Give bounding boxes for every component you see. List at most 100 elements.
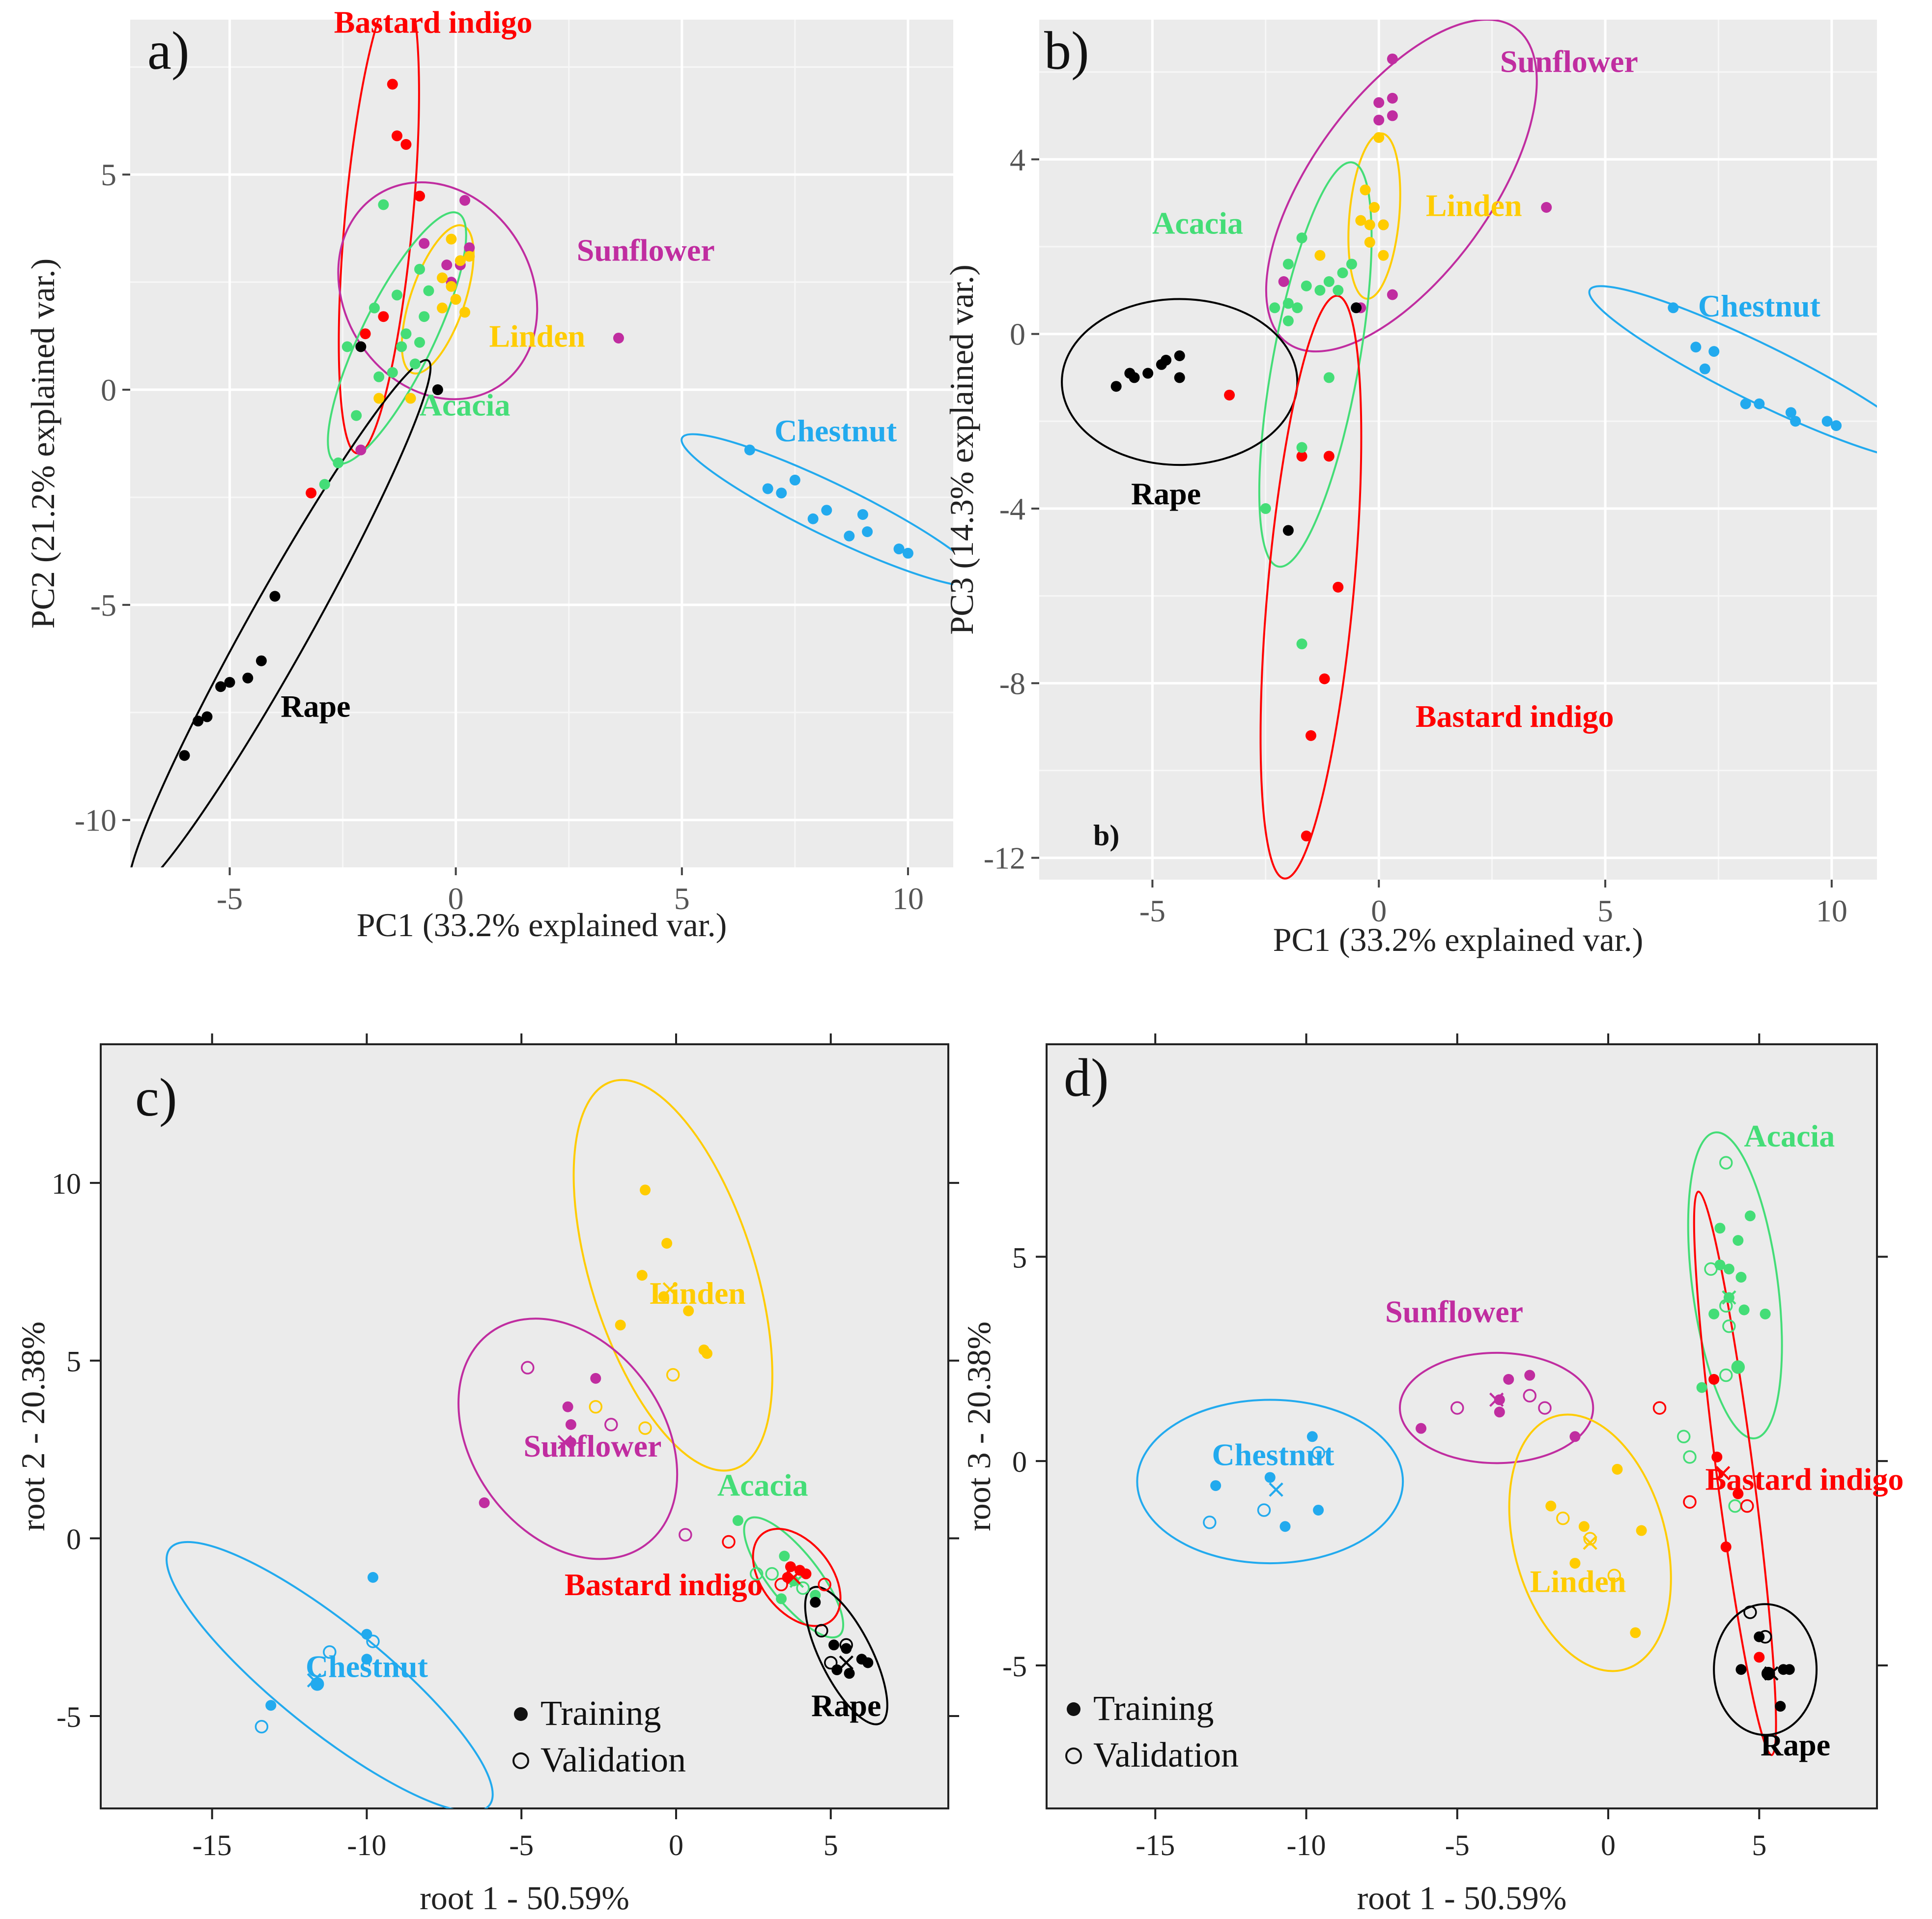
panel-a-point-acacia [378,199,389,210]
panel-d-training-point-linden [1569,1558,1581,1569]
panel-a-point-bastard-indigo [378,311,389,322]
panel-b-ellipse-sunflower [1265,20,1538,353]
panel-a-x-tick-label: 10 [892,881,924,916]
panel-d-validation-point-acacia [1704,1262,1718,1276]
panel-c-training-point-sunflower [565,1419,576,1430]
panel-b-point-chestnut [1754,398,1765,409]
panel-d-y-tick-label: -5 [1002,1650,1027,1683]
panel-b-inner-panel-letter: b) [1093,819,1119,852]
panel-b-point-sunflower [1541,201,1552,213]
panel-d-validation-point-chestnut [1203,1516,1217,1529]
panel-b-point-linden [1378,250,1389,261]
panel-d-group-label-acacia: Acacia [1744,1118,1835,1153]
panel-d-x-tick-label: 5 [1752,1829,1766,1862]
panel-b-ellipse-rape [1061,298,1299,466]
panel-c-training-point-linden [661,1238,673,1249]
panel-d-validation-point-bastard-indigo [1740,1499,1754,1513]
panel-d-x-axis-label: root 1 - 50.59% [1357,1879,1567,1917]
panel-d-ellipse-linden [1508,1413,1672,1672]
panel-a-point-sunflower [355,444,367,456]
panel-d-centroid-rape: × [1761,1659,1782,1688]
panel-d-x-tick-label: -5 [1445,1829,1470,1862]
panel-a-point-chestnut [902,547,913,559]
panel-b-point-chestnut [1821,416,1833,427]
panel-a-point-rape [201,711,213,722]
panel-c-validation-point-bastard-indigo [818,1577,831,1592]
panel-c-ellipse-rape [804,1586,888,1725]
panel-d-training-point-bastard-indigo [1733,1488,1744,1499]
panel-a-y-tick-label: 0 [101,372,116,407]
panel-c-validation-point-bastard-indigo [722,1535,736,1549]
panel-a-point-chestnut [821,505,832,516]
panel-b-point-chestnut [1831,420,1842,431]
panel-c-validation-point-chestnut [366,1634,380,1648]
panel-b-y-tick-label: -4 [999,491,1025,526]
panel-b-group-label-bastard-indigo: Bastard indigo [1416,699,1614,734]
panel-d-validation-point-chestnut [1257,1503,1271,1517]
panel-a-point-bastard-indigo [387,79,398,90]
panel-d-training-point-acacia [1760,1308,1771,1319]
panel-d-group-label-rape: Rape [1761,1727,1830,1762]
panel-b-point-linden [1360,184,1371,196]
panel-c-training-point-acacia [776,1593,787,1604]
panel-d-centroid-acacia: × [1718,1283,1740,1312]
panel-b-y-axis-label: PC3 (14.3% explained var.) [943,264,980,635]
panel-b-group-label-sunflower: Sunflower [1500,44,1638,79]
panel-d-validation-point-linden [1607,1569,1621,1582]
panel-a-group-label-chestnut: Chestnut [774,413,897,448]
panel-d-training-point-acacia [1744,1210,1756,1222]
panel-c-x-tick-label: -15 [193,1829,232,1862]
panel-d-x-tick-label: -15 [1136,1829,1175,1862]
panel-c-training-point-chestnut [361,1654,372,1665]
panel-d-legend-label-validation: Validation [1093,1735,1239,1775]
panel-b-point-acacia [1296,232,1307,244]
panel-d-legend-marker-validation [1065,1747,1082,1764]
panel-d-training-point-acacia [1733,1361,1744,1373]
panel-b-group-label-linden: Linden [1426,188,1522,223]
panel-a-point-sunflower [613,332,624,344]
panel-c-validation-point-rape [824,1656,838,1670]
panel-a-point-acacia [319,479,330,490]
panel-a-point-chestnut [844,530,855,542]
panel-c-validation-point-chestnut [323,1645,337,1659]
panel-a-point-acacia [369,302,380,314]
panel-d-validation-point-linden [1583,1532,1597,1546]
panel-b-x-tick-label: 0 [1371,893,1387,928]
panel-d-validation-point-acacia [1719,1156,1733,1170]
panel-b-point-rape [1174,372,1185,383]
panel-a-point-linden [464,251,475,262]
panel-a-point-linden [455,255,466,266]
panel-a-point-acacia [351,410,362,421]
panel-b-point-bastard-indigo [1224,389,1235,401]
panel-c-centroid-rape: × [835,1647,857,1677]
panel-a-point-acacia [341,341,353,352]
panel-b-point-bastard-indigo [1301,831,1312,842]
panel-a-point-chestnut [893,544,905,555]
panel-d-training-point-sunflower [1494,1406,1505,1418]
panel-b-point-chestnut [1699,363,1710,374]
panel-d-validation-point-chestnut [1311,1446,1325,1460]
panel-d-training-point-sunflower [1524,1370,1535,1381]
panel-d-centroid-linden: × [1579,1527,1601,1557]
panel-c-legend-label-training: Training [540,1693,661,1733]
panel-d-training-point-sunflower [1416,1423,1427,1434]
panel-b-point-bastard-indigo [1319,673,1330,685]
panel-c-legend-label-validation: Validation [540,1740,686,1779]
panel-b-point-rape [1174,350,1185,362]
panel-d-training-point-bastard-indigo [1754,1652,1765,1663]
panel-b-plot: -5 0 5 10 -12 -8 -4 0 4 Sunflower Linden Acacia Ches… [943,20,1877,958]
panel-c-data-layer: ×××××× [166,1079,888,1808]
panel-a-y-tick-label: 5 [101,157,116,192]
panel-b-point-sunflower [1278,276,1289,287]
panel-c-plot: -15 -10 -5 0 5-50510××××××LindenSunflowerAca… [14,1033,959,1917]
panel-a-point-bastard-indigo [400,139,412,150]
panel-a-point-rape [224,677,235,688]
panel-c-y-tick-label: 5 [66,1346,81,1378]
panel-a-y-tick-label: -10 [75,803,116,838]
panel-d-validation-point-acacia [1676,1430,1691,1444]
panel-a-point-acacia [414,337,426,348]
panel-b-point-linden [1355,215,1366,226]
panel-b-point-bastard-indigo [1296,451,1307,462]
panel-c-training-point-linden [640,1184,651,1196]
panel-b-point-sunflower [1387,110,1398,121]
